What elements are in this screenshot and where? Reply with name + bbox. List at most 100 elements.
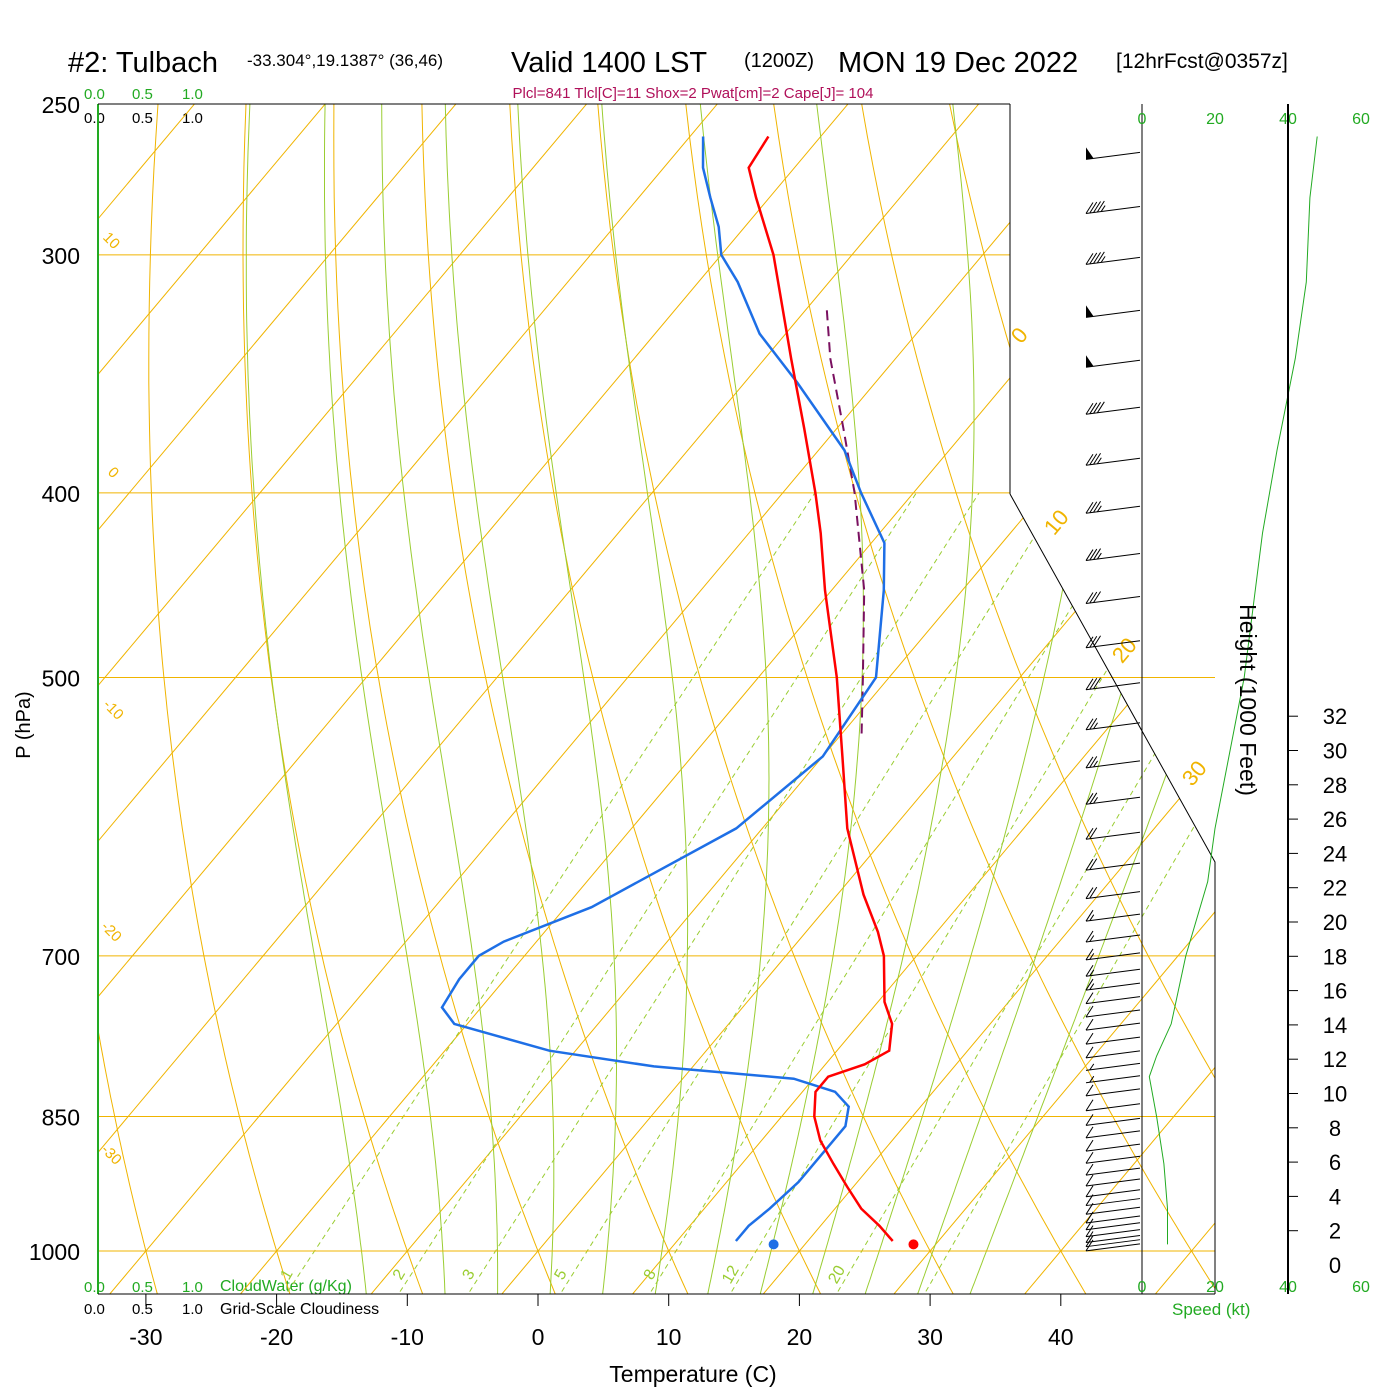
- mixing-ratio-label: 2: [390, 1267, 409, 1283]
- wind-barb: [1085, 965, 1141, 977]
- speed-tick-top: 60: [1352, 111, 1370, 128]
- wind-barb: [1085, 401, 1141, 415]
- wind-barb-staff: [1085, 1167, 1141, 1176]
- pressure-tick-label: 300: [42, 243, 80, 269]
- isotherm-line: [104, 104, 1147, 1294]
- wind-barb-staff: [1085, 760, 1141, 769]
- wind-barb-full: [1085, 1046, 1094, 1059]
- wind-barb-full: [1089, 827, 1098, 839]
- wind-barb: [1085, 858, 1141, 871]
- surface-temperature-point: [908, 1239, 919, 1250]
- wind-barb-full: [1085, 978, 1094, 991]
- dry-adiabat-line: [587, 104, 957, 1294]
- wind-barb-full: [1089, 453, 1098, 466]
- wind-barb: [1085, 792, 1141, 805]
- wind-barb: [1085, 717, 1141, 731]
- wind-barb-staff: [1085, 359, 1141, 368]
- wind-barb: [1085, 305, 1141, 318]
- pressure-axis-ticks: 250 300 400 500 700 850 1000: [29, 92, 80, 1265]
- mixing-ratio-label: 3: [459, 1267, 478, 1283]
- station-title: #2: Tulbach: [68, 47, 218, 79]
- wind-barb-staff: [1085, 934, 1141, 943]
- dry-adiabat-line: [505, 104, 824, 1294]
- wind-barb-staff: [1085, 952, 1141, 961]
- x-tick-label: 10: [656, 1324, 682, 1350]
- wind-barb-full: [1085, 1126, 1094, 1139]
- wind-barb-staff: [1085, 505, 1141, 514]
- wind-barb: [1085, 1231, 1141, 1243]
- cloudiness-tick: 0.5: [132, 110, 153, 127]
- dewpoint-profile: [440, 136, 886, 1242]
- dry-adiabat-line: [98, 104, 160, 1294]
- wind-barb-staff: [1085, 1155, 1141, 1164]
- wind-barb-full: [1085, 887, 1094, 899]
- wind-barb-full: [1085, 636, 1094, 648]
- wind-barb: [1085, 251, 1141, 265]
- height-tick-label: 2: [1329, 1219, 1341, 1244]
- wind-barb-staff: [1085, 256, 1141, 265]
- wind-barb-full: [1089, 501, 1098, 514]
- wind-barb-full: [1089, 635, 1098, 648]
- wind-barb-staff: [1085, 1130, 1141, 1139]
- cloudwater-label: CloudWater (g/Kg): [220, 1278, 352, 1295]
- wind-barb: [1085, 1194, 1141, 1207]
- wind-barb-full: [1096, 200, 1105, 213]
- wind-barb-full: [1085, 1151, 1094, 1164]
- wind-barb: [1085, 1032, 1141, 1045]
- wind-barb-staff: [1085, 1143, 1141, 1152]
- wind-barb-half: [1089, 914, 1095, 921]
- wind-barb-staff: [1085, 1022, 1141, 1031]
- wind-barb-full: [1085, 1174, 1094, 1187]
- cloudiness-scale-top: 0.0 0.5 1.0: [84, 110, 203, 127]
- wind-barb-staff: [1085, 1088, 1141, 1097]
- wind-barb-half: [1096, 457, 1102, 465]
- wind-barb: [1085, 1005, 1141, 1018]
- x-tick-label: -30: [129, 1324, 162, 1350]
- wind-barb-staff: [1085, 1239, 1141, 1248]
- isotherm-line: [98, 104, 624, 1294]
- wind-barb-half: [1089, 953, 1095, 960]
- height-tick-label: 0: [1329, 1253, 1341, 1278]
- isotherm-label: 20: [1107, 633, 1142, 668]
- wind-barb-staff: [1085, 682, 1141, 691]
- cloudwater-tick: 0.5: [132, 86, 153, 103]
- wind-barb: [1085, 635, 1141, 649]
- wind-barb: [1085, 1185, 1141, 1198]
- wind-barb-full: [1085, 1218, 1094, 1231]
- cloudwater-scale-bottom: 0.0 0.5 1.0 CloudWater (g/Kg): [84, 1278, 352, 1296]
- isotherm-line: [627, 104, 1215, 1294]
- wind-barb-full: [1085, 1139, 1094, 1152]
- dry-adiabat-line: [333, 104, 558, 1294]
- parcel-trace: [825, 308, 866, 734]
- wind-barb-full: [1085, 930, 1094, 943]
- wind-barb-full: [1089, 792, 1098, 805]
- isotherm-label: 0: [104, 464, 122, 482]
- wind-barb: [1085, 1075, 1141, 1084]
- pressure-tick-label: 250: [42, 92, 80, 118]
- wind-barb-full: [1089, 201, 1098, 214]
- cloudiness-scale-bottom: 0.0 0.5 1.0 Grid-Scale Cloudiness: [84, 1301, 379, 1318]
- wind-barb-staff: [1085, 1050, 1141, 1059]
- wind-barb-half: [1089, 935, 1095, 942]
- wind-barb-full: [1085, 253, 1094, 265]
- wind-barb-staff: [1085, 968, 1141, 977]
- wind-barb-staff: [1085, 722, 1141, 731]
- wind-barb-half: [1093, 760, 1098, 768]
- wind-speed-profile: [1148, 136, 1318, 1245]
- isotherm-lines: [98, 104, 1215, 1294]
- wind-barb-full: [1085, 858, 1094, 871]
- parcel-info: Plcl=841 Tlcl[C]=11 Shox=2 Pwat[cm]=2 Ca…: [513, 85, 874, 102]
- wind-barb-staff: [1085, 1189, 1141, 1198]
- wind-barb: [1085, 1018, 1141, 1031]
- wind-barb: [1085, 548, 1141, 562]
- wind-barb-full: [1085, 965, 1094, 977]
- cloudwater-tick: 1.0: [182, 86, 203, 103]
- dry-adiabat-line: [835, 104, 1215, 1294]
- cloudiness-tick: 1.0: [182, 110, 203, 127]
- height-tick-label: 26: [1323, 807, 1347, 832]
- height-tick-label: 14: [1323, 1013, 1347, 1038]
- wind-barb-staff: [1085, 913, 1141, 922]
- wind-barb-staff: [1085, 1075, 1141, 1084]
